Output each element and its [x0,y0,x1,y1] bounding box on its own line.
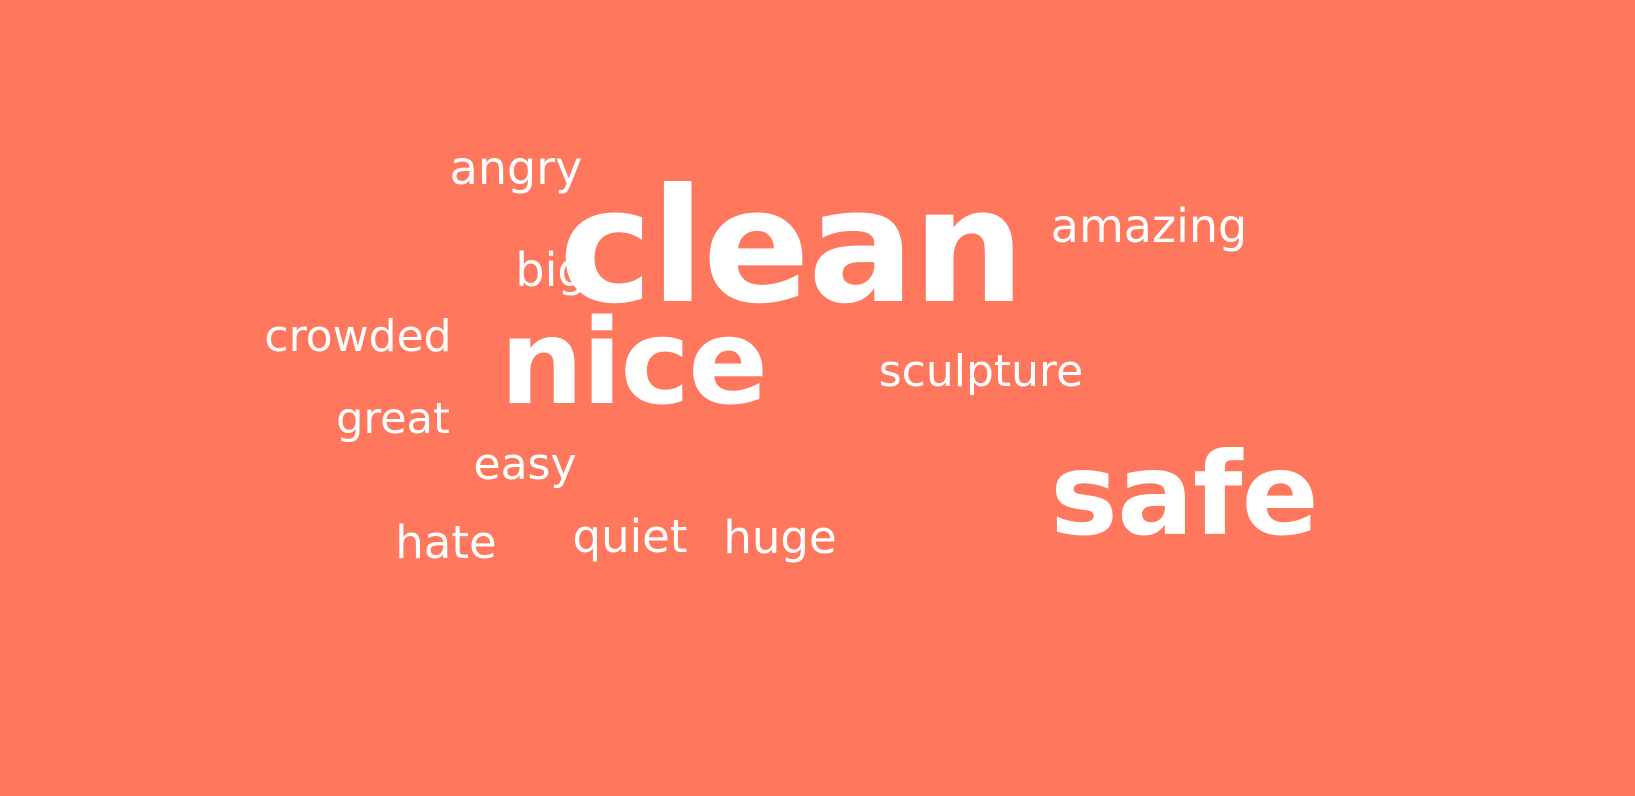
word-sculpture: sculpture [878,346,1084,397]
word-easy: easy [473,439,577,490]
word-angry: angry [449,141,583,195]
word-huge: huge [723,511,837,564]
word-hate: hate [395,516,497,569]
word-safe: safe [1050,428,1319,561]
word-quiet: quiet [572,510,688,563]
word-amazing: amazing [1050,199,1248,253]
word-big: big [515,243,587,297]
word-nice: nice [499,293,768,431]
word-great: great [336,394,450,444]
word-clean: clean [558,155,1025,339]
word-crowded: crowded [264,311,452,362]
